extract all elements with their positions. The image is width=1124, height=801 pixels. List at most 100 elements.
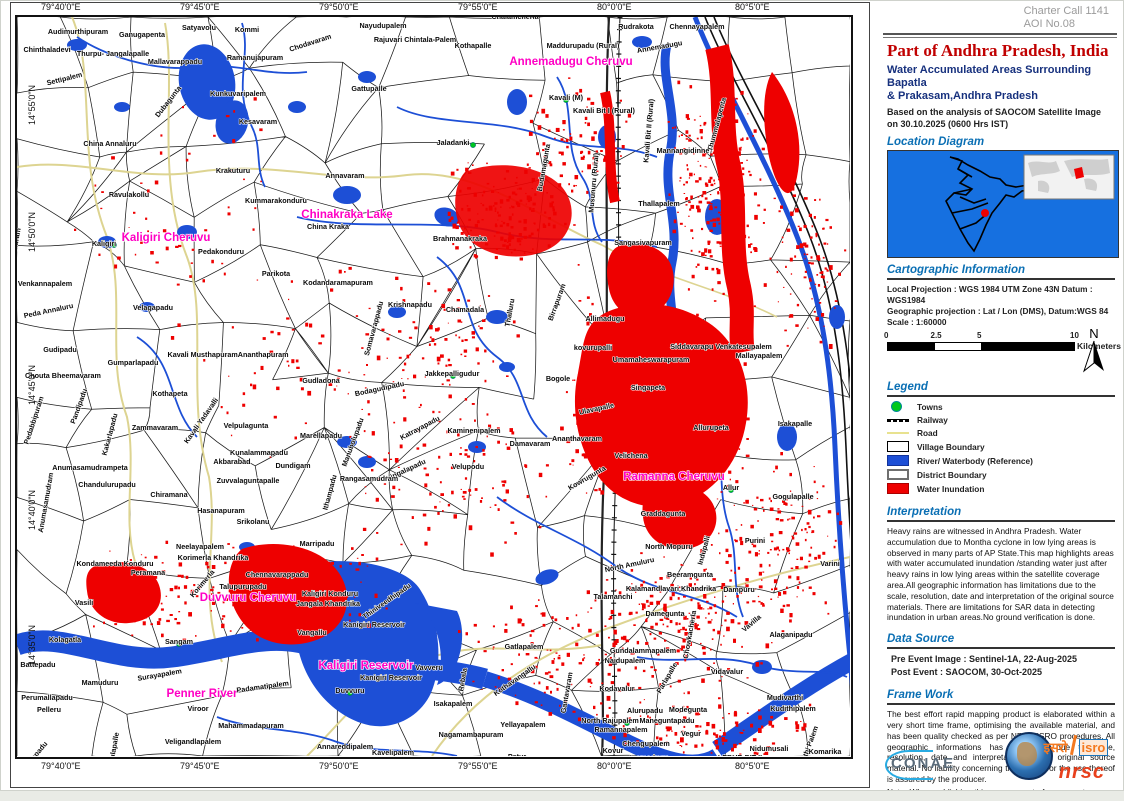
village-label: Ganugapenta [119, 30, 166, 39]
village-label: Jangala Khandrika [296, 599, 361, 608]
village-label: Alaganipadu [769, 630, 812, 639]
section-legend: Legend [887, 381, 928, 393]
legend-swatch-road [887, 431, 909, 435]
village-label: Vavveru [415, 663, 443, 672]
village-label: Maddurupadu (Rural) [547, 41, 620, 50]
village-label: Sangasivapuram [614, 238, 672, 247]
inundation-areas [74, 44, 847, 756]
north-arrow: N [1082, 326, 1104, 373]
based-on-line2: on 30.10.2025 (0600 Hrs IST) [887, 119, 1009, 129]
village-label: Isakapalle [778, 419, 812, 428]
village-label: Graddagunta [641, 509, 687, 518]
village-label: Viroor [187, 704, 208, 713]
legend-item: Road [887, 428, 1115, 438]
water-feature-label: Chinakraka Lake [301, 209, 392, 221]
village-label: Ramanujapuram [227, 53, 283, 62]
village-label: North Rajupalem [581, 716, 639, 725]
water-feature-label: Duvvuru Cheruvu [200, 592, 297, 604]
rule [887, 395, 1115, 397]
section-cartographic: Cartographic Information [887, 264, 1026, 276]
village-label: Parlapalle [654, 661, 679, 695]
village-label: Kodavalur [599, 684, 634, 693]
scale-number: 0 [884, 331, 889, 340]
village-label: Brahmanakraka [433, 234, 488, 243]
village-label: Perumallapadu [21, 693, 73, 702]
legend-swatch-inun [887, 483, 909, 494]
water-feature-label: Annemadugu Cheruvu [509, 56, 632, 68]
village-label: Kummarakonduru [245, 196, 307, 205]
isro-devanagari-text: इसरो [1043, 740, 1068, 755]
pre-event-text: Pre Event Image : Sentinel-1A, 22-Aug-20… [891, 654, 1078, 665]
page-margin [1, 790, 1124, 791]
village-label: Korimerla Khandrika [178, 553, 250, 562]
coordinate-label: 80°5'0"E [735, 2, 770, 12]
village-label: Ravulakollu [109, 190, 149, 199]
village-label: Kommi [235, 25, 259, 34]
village-label: North Amuluru [604, 555, 655, 574]
village-label: Kaligiri Konduru [302, 589, 358, 598]
village-label: Velagapadu [133, 303, 173, 312]
isro-logo: इसरो isro [1043, 732, 1109, 757]
legend-swatch-rail [887, 418, 909, 422]
framework-text: The best effort rapid mapping product is… [887, 709, 1115, 784]
coordinate-label: 80°5'0"E [735, 761, 770, 771]
legend-label: Village Boundary [917, 441, 985, 452]
village-label: Chodavaram [288, 32, 332, 54]
section-interpretation: Interpretation [887, 506, 962, 518]
legend-label: District Boundary [917, 469, 987, 480]
village-label: Battepadu [20, 660, 55, 669]
village-label: Rajuvari Chintala-Palem [374, 35, 456, 44]
village-label: Pelleru [37, 705, 61, 714]
village-label: Kanigiri Reservoir [360, 673, 422, 682]
village-label: Kavali Bit II (Rural) [641, 98, 656, 163]
village-label: Chiramana [150, 490, 188, 499]
town-dots [111, 97, 734, 726]
village-label: Kovur [603, 746, 624, 755]
village-label: Kaminenipalem [447, 426, 500, 435]
village-label: Jakkepalligudur [425, 369, 480, 378]
village-label: Dundigam [275, 461, 310, 470]
legend-item: River/ Waterbody (Reference) [887, 455, 1115, 466]
legend-swatch-dist [887, 469, 909, 480]
village-label: Vidavalur [711, 667, 743, 676]
village-label: Gudipadu [43, 345, 77, 354]
coordinate-label: 79°40'0"E [41, 761, 81, 771]
legend-label: River/ Waterbody (Reference) [917, 455, 1033, 466]
village-label: Zuvvalaguntapalle [217, 476, 280, 485]
village-label: Marripadu [300, 539, 335, 548]
logo-strip: CONAE इसरो isro nrsc [884, 732, 1115, 784]
village-label: Mamuduru [82, 678, 119, 687]
conae-logo: CONAE [884, 750, 956, 780]
village-label: Annareddipalem [317, 742, 373, 751]
section-location-diagram: Location Diagram [887, 136, 985, 148]
coordinate-label: 14°50'0"N [27, 211, 38, 253]
village-label: Chouta Bheemavaram [25, 371, 101, 380]
village-label: kovurupalli [574, 343, 612, 352]
coordinate-label: 79°55'0"E [458, 2, 498, 12]
village-label: Pandipadu [68, 387, 89, 425]
village-label: Umamaheswarapuram [613, 355, 690, 364]
village-label: Komarika [809, 747, 843, 756]
village-label: Nagasamudram [17, 227, 23, 282]
village-label: Mallayapalem [736, 351, 783, 360]
village-label: Ananthavaram [552, 434, 602, 443]
projection-line2: Geographic projection : Lat / Lon (DMS),… [887, 306, 1109, 316]
post-event-text: Post Event : SAOCOM, 30-Oct-2025 [891, 667, 1043, 678]
coordinate-label: 79°40'0"E [41, 2, 81, 12]
village-label: Krishnapadu [388, 300, 432, 309]
village-label: Hasanapuram [197, 506, 245, 515]
village-label: Settipalem [46, 70, 83, 88]
legend-swatch-dot [887, 401, 909, 412]
village-label: Vasili [75, 598, 93, 607]
village-label: Krakuturu [216, 166, 250, 175]
charter-call-line2: AOI No.08 [1023, 18, 1075, 30]
village-label: Kudithipalem [770, 704, 816, 713]
legend-items: Towns Railway Road Village Boundary River/ W… [887, 401, 1115, 494]
village-label: Kanigiri Reservoir [343, 620, 405, 629]
village-label: Sangam [165, 637, 193, 646]
village-label: Peda Annaluru [23, 301, 74, 320]
section-data-source: Data Source [887, 633, 955, 646]
village-label: Zammavaram [132, 423, 178, 432]
rule [887, 278, 1115, 280]
charter-call-line1: Charter Call 1141 [1023, 5, 1109, 17]
